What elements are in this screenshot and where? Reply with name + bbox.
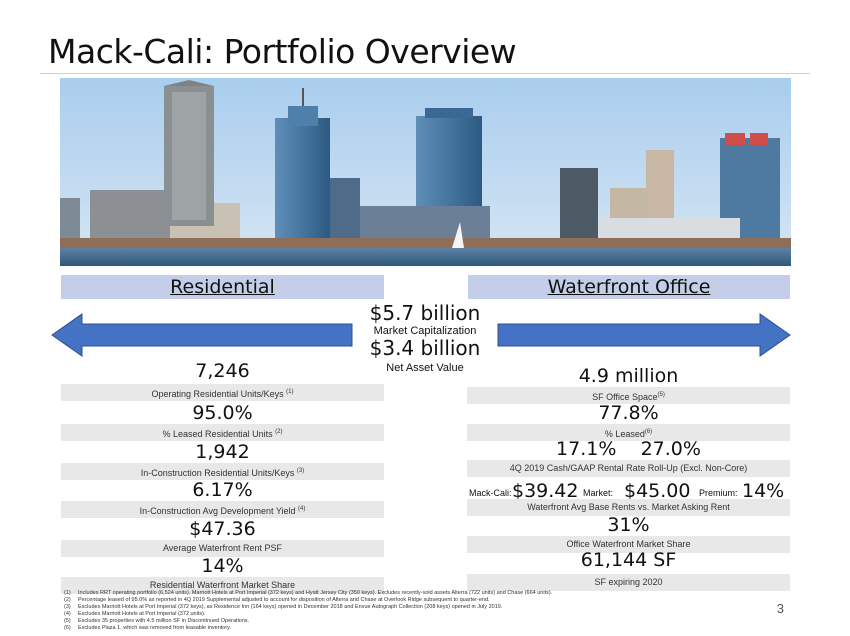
market-label: Market: — [583, 488, 614, 498]
metric-value: 77.8% — [598, 402, 659, 424]
rent-comparison-row: Mack-Cali: $39.42 Market: $45.00 Premium… — [467, 478, 790, 502]
footnote-item: (6) Excludes Plaza 1, which was removed f… — [64, 625, 232, 631]
mack-cali-rent: $39.42 — [512, 480, 579, 502]
residential-metric-4: 6.17% In-Construction Avg Development Yi… — [61, 479, 384, 518]
metric-value: 31% — [607, 514, 650, 536]
metric-value: 1,942 — [195, 441, 250, 463]
footnote-item: (2) Percentage leased of 95.0% as reporte… — [64, 597, 490, 603]
footnote-ref: (1) — [286, 389, 294, 395]
office-metric-rollup: 17.1% 27.0% 4Q 2019 Cash/GAAP Rental Rat… — [467, 438, 790, 477]
metric-value: 14% — [201, 555, 244, 577]
right-arrow-icon — [497, 313, 791, 357]
nav-label: Net Asset Value — [386, 362, 464, 374]
office-metric-share: 31% Office Waterfront Market Share — [467, 514, 790, 553]
metric-label: Average Waterfront Rent PSF — [162, 543, 283, 553]
metric-value: 7,246 — [195, 360, 250, 382]
metric-label: % Leased — [604, 429, 645, 439]
metric-label: 4Q 2019 Cash/GAAP Rental Rate Roll-Up (E… — [509, 463, 748, 473]
market-cap-label: Market Capitalization — [373, 325, 477, 337]
metric-label: In-Construction Avg Development Yield — [139, 506, 296, 516]
residential-metric-1: 7,246 Operating Residential Units/Keys (… — [61, 360, 384, 401]
mack-cali-label: Mack-Cali: — [469, 488, 512, 498]
page-number: 3 — [776, 601, 784, 616]
premium-value: 14% — [742, 480, 785, 502]
footnote-ref: (6) — [644, 429, 653, 435]
footnote-ref: (2) — [275, 429, 283, 435]
page-title: Mack-Cali: Portfolio Overview — [48, 32, 517, 71]
title-divider — [40, 73, 810, 74]
metric-label: In-Construction Residential Units/Keys — [140, 468, 295, 478]
footnote-ref: (3) — [296, 468, 305, 474]
footnote-ref: (5) — [657, 392, 665, 398]
metric-value: 4.9 million — [578, 365, 679, 387]
metric-value: 6.17% — [192, 479, 253, 501]
residential-metric-2: 95.0% % Leased Residential Units (2) — [61, 402, 384, 441]
market-cap-value: $5.7 billion — [369, 301, 481, 325]
footnotes: (1) Includes RRT operating portfolio (6,5… — [64, 590, 552, 632]
office-metric-rents: Waterfront Avg Base Rents vs. Market Ask… — [467, 499, 790, 516]
metric-label: SF Office Space — [592, 392, 658, 402]
rollup-cash-value: 17.1% — [556, 438, 617, 460]
market-cap-block: $5.7 billion Market Capitalization — [360, 301, 490, 337]
metric-label: Operating Residential Units/Keys — [151, 389, 284, 399]
metric-value: 61,144 SF — [580, 549, 677, 571]
metric-label: Waterfront Avg Base Rents vs. Market Ask… — [527, 502, 730, 512]
metric-label: % Leased Residential Units — [162, 429, 273, 439]
metric-label: Office Waterfront Market Share — [566, 539, 691, 549]
residential-metric-6: 14% Residential Waterfront Market Share — [61, 555, 384, 594]
metric-value: 95.0% — [192, 402, 253, 424]
skyline-photo — [60, 78, 791, 266]
premium-label: Premium: — [699, 488, 738, 498]
metric-label: Residential Waterfront Market Share — [149, 580, 296, 590]
footnote-item: (5) Excludes 35 properties with 4.5 milli… — [64, 618, 250, 624]
metric-value: $47.36 — [189, 518, 256, 540]
residential-metric-5: $47.36 Average Waterfront Rent PSF — [61, 518, 384, 557]
nav-value: $3.4 billion — [369, 336, 481, 360]
office-metric-sf: 4.9 million SF Office Space(5) — [467, 365, 790, 404]
rollup-gaap-value: 27.0% — [640, 438, 701, 460]
office-metric-expiring: 61,144 SF SF expiring 2020 — [467, 549, 790, 591]
residential-banner: Residential — [61, 275, 384, 299]
footnote-item: (1) Includes RRT operating portfolio (6,5… — [64, 590, 553, 596]
left-arrow-icon — [51, 313, 353, 357]
footnote-item: (4) Excludes Marriott Hotels at Port Impe… — [64, 611, 206, 617]
metric-label: SF expiring 2020 — [594, 577, 663, 587]
office-metric-leased: 77.8% % Leased(6) — [467, 402, 790, 441]
double-arrow-graphic — [51, 313, 791, 357]
nav-block: $3.4 billion Net Asset Value — [360, 336, 490, 374]
footnote-item: (3) Excludes Marriott Hotels at Port Impe… — [64, 604, 503, 610]
footnote-ref: (4) — [298, 506, 306, 512]
residential-metric-3: 1,942 In-Construction Residential Units/… — [61, 441, 384, 480]
waterfront-office-banner: Waterfront Office — [468, 275, 790, 299]
skyline-illustration — [60, 78, 791, 266]
market-rent: $45.00 — [624, 480, 691, 502]
